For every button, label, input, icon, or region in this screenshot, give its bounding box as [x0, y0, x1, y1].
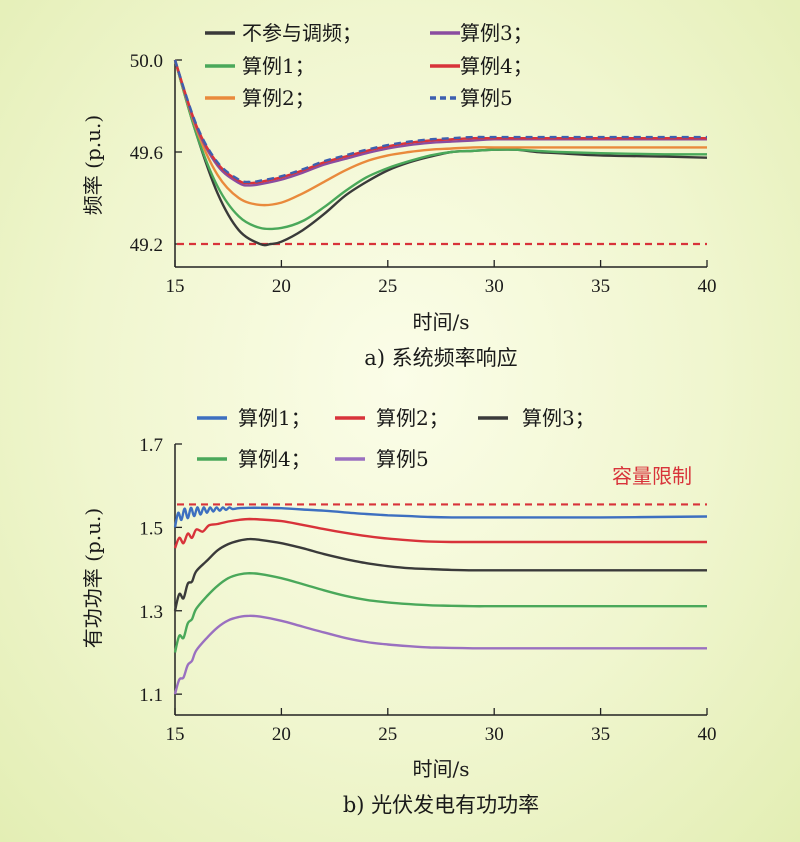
frequency-x-tick-label: 30 — [485, 276, 504, 297]
frequency-legend-label-3: 算例2； — [242, 86, 315, 110]
power-x-tick-label: 30 — [485, 724, 504, 745]
frequency-y-tick-label: 50.0 — [130, 51, 163, 72]
power-x-tick-label: 15 — [166, 724, 185, 745]
frequency-legend-label-2: 算例1； — [242, 54, 315, 78]
power-legend-label-5: 算例5 — [376, 447, 429, 471]
frequency-y-tick-label: 49.6 — [130, 143, 163, 164]
frequency-series-line-6 — [173, 59, 707, 184]
frequency-x-tick-label: 25 — [378, 276, 397, 297]
frequency-x-tick-label: 40 — [698, 276, 717, 297]
frequency-series-line-2 — [173, 59, 708, 231]
power-series-line-5 — [173, 614, 707, 695]
power-series-line-4 — [173, 572, 707, 653]
power-x-tick-label: 20 — [272, 724, 291, 745]
frequency-legend: 不参与调频； 算例1； 算例2； 算例3； 算例4； 算例5 — [205, 21, 533, 110]
power-series-line-3 — [173, 537, 707, 612]
power-caption: b) 光伏发电有功功率 — [343, 793, 539, 817]
power-y-tick-label: 1.7 — [139, 435, 163, 456]
frequency-series-line-3 — [173, 59, 707, 207]
frequency-x-tick-label: 15 — [166, 276, 185, 297]
frequency-legend-label-6: 算例5 — [460, 86, 513, 110]
frequency-y-tick-label: 49.2 — [130, 235, 163, 256]
power-legend: 算例1； 算例2； 算例3； 算例4； 算例5 — [197, 406, 595, 471]
frequency-chart: 15 20 25 30 35 40 50.0 49.6 49.2 不参与调频； 算例1； 算例2； 算… — [81, 21, 717, 370]
frequency-series — [173, 59, 708, 247]
power-legend-label-2: 算例2； — [376, 406, 449, 430]
power-legend-label-3: 算例3； — [522, 406, 595, 430]
power-x-tick-label: 40 — [698, 724, 717, 745]
frequency-series-line-4 — [173, 59, 707, 187]
power-series-line-1 — [173, 506, 708, 528]
power-legend-label-1: 算例1； — [238, 406, 311, 430]
power-x-tick-label: 25 — [378, 724, 397, 745]
frequency-series-line-1 — [173, 59, 708, 247]
frequency-legend-label-1: 不参与调频； — [242, 21, 362, 45]
power-chart: 15 20 25 30 35 40 1.7 1.5 1.3 1.1 算例1； 算例2； 算例3； 算例4… — [81, 406, 717, 817]
frequency-legend-label-5: 算例4； — [460, 54, 533, 78]
power-x-axis-label: 时间/s — [412, 757, 469, 781]
power-legend-label-4: 算例4； — [238, 447, 311, 471]
frequency-x-tick-label: 20 — [272, 276, 291, 297]
power-series — [173, 503, 708, 695]
power-y-tick-label: 1.3 — [139, 602, 163, 623]
power-y-tick-label: 1.1 — [139, 685, 163, 706]
frequency-y-axis-label: 频率 (p.u.) — [81, 115, 105, 215]
frequency-caption: a) 系统频率响应 — [364, 346, 517, 370]
power-y-axis-label: 有功功率 (p.u.) — [81, 508, 105, 648]
frequency-x-tick-label: 35 — [591, 276, 610, 297]
power-x-tick-label: 35 — [591, 724, 610, 745]
capacity-limit-label: 容量限制 — [612, 464, 692, 488]
power-y-tick-label: 1.5 — [139, 518, 163, 539]
frequency-legend-label-4: 算例3； — [460, 21, 533, 45]
frequency-x-axis-label: 时间/s — [412, 310, 469, 334]
power-axes: 15 20 25 30 35 40 1.7 1.5 1.3 1.1 — [139, 435, 716, 745]
frequency-series-line-5 — [173, 59, 707, 185]
power-series-line-2 — [173, 517, 707, 549]
frequency-axes: 15 20 25 30 35 40 50.0 49.6 49.2 — [130, 51, 717, 297]
